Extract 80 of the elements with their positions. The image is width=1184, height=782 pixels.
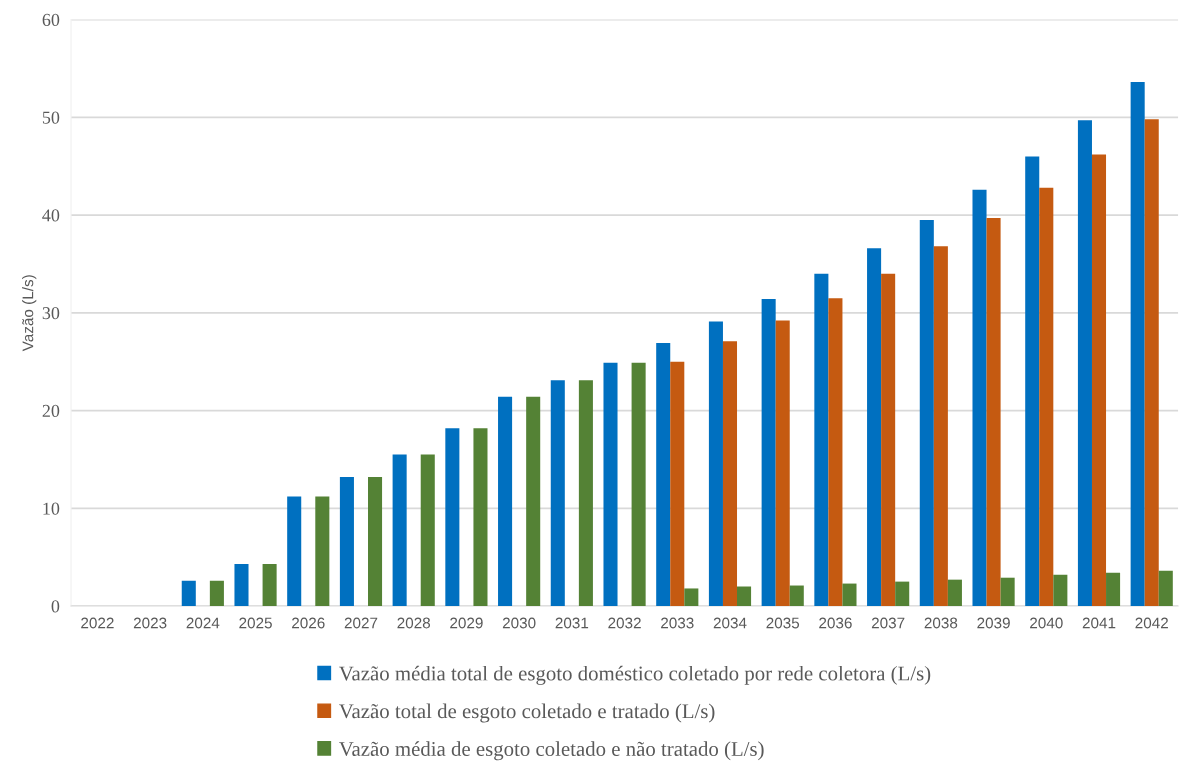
bar (737, 586, 752, 607)
bar (473, 428, 488, 607)
bar (1091, 154, 1107, 607)
bar (603, 362, 618, 607)
bar (578, 380, 593, 607)
bar (670, 361, 685, 607)
bar (1025, 156, 1040, 607)
bar (1000, 577, 1015, 607)
y-tick-label: 60 (42, 13, 60, 26)
bar (262, 564, 277, 607)
bar (234, 564, 249, 607)
bar (656, 343, 671, 607)
bar (722, 341, 738, 607)
bar (1106, 572, 1121, 607)
x-tick-label: 2025 (239, 617, 272, 629)
bar (828, 298, 843, 607)
bar (339, 477, 354, 607)
legend-label: Vazão total de esgoto coletado e tratado (L/s) (339, 703, 715, 723)
bar (684, 588, 699, 607)
x-tick-label: 2040 (1030, 617, 1063, 629)
x-tick-label: 2033 (661, 617, 694, 629)
x-tick-label: 2031 (555, 617, 589, 629)
bar (895, 581, 910, 607)
bar (209, 580, 224, 607)
bar (919, 219, 934, 607)
bar (181, 580, 196, 607)
bar (947, 579, 962, 607)
x-tick-label: 2024 (186, 617, 220, 629)
bar (368, 477, 383, 607)
bar (814, 273, 829, 607)
y-axis-title: Vazão (L/s) (22, 275, 37, 352)
bar (867, 248, 882, 607)
x-tick-label: 2029 (450, 617, 483, 629)
bar (1130, 82, 1145, 607)
bar (972, 189, 987, 607)
x-tick-label: 2039 (977, 617, 1010, 629)
bar (1053, 574, 1068, 607)
x-tick-label: 2032 (608, 617, 641, 629)
x-tick-label: 2037 (871, 617, 905, 629)
y-tick-label: 50 (42, 111, 60, 124)
bar (498, 396, 513, 607)
bar (526, 396, 541, 607)
legend-label: Vazão média de esgoto coletado e não tratado (L/s) (339, 741, 764, 761)
bar (708, 321, 723, 607)
bar (789, 585, 804, 607)
bar (761, 299, 776, 607)
legend-label: Vazão média total de esgoto doméstico coletado por rede coletora (L/s) (339, 665, 931, 685)
y-tick-label: 40 (42, 209, 60, 222)
x-tick-label: 2022 (81, 617, 114, 629)
y-tick-label: 30 (42, 307, 60, 320)
bar (881, 273, 896, 607)
x-tick-label: 2041 (1082, 617, 1116, 629)
bar (420, 454, 435, 607)
y-tick-label: 20 (42, 404, 60, 417)
y-tick-label: 10 (43, 502, 60, 515)
x-tick-label: 2027 (344, 617, 378, 629)
bar (445, 428, 460, 607)
bar (550, 380, 565, 607)
x-tick-label: 2038 (924, 617, 958, 629)
x-tick-label: 2034 (713, 617, 747, 629)
x-tick-label: 2026 (292, 617, 325, 629)
bar (1158, 570, 1173, 607)
bar (842, 583, 857, 607)
x-tick-label: 2030 (502, 617, 536, 629)
x-tick-label: 2036 (819, 617, 852, 629)
bar (775, 320, 790, 607)
bar (1039, 187, 1054, 607)
bar (315, 496, 330, 607)
x-tick-label: 2023 (133, 617, 167, 629)
bar (287, 496, 302, 607)
x-tick-label: 2028 (397, 617, 431, 629)
bar (933, 246, 948, 607)
bar (986, 217, 1001, 607)
bar (1077, 120, 1092, 607)
bar (631, 362, 646, 607)
bar (1144, 119, 1159, 607)
bar (392, 454, 407, 607)
x-tick-label: 2035 (766, 617, 800, 629)
x-tick-label: 2042 (1135, 617, 1168, 629)
y-tick-label: 0 (51, 600, 60, 613)
